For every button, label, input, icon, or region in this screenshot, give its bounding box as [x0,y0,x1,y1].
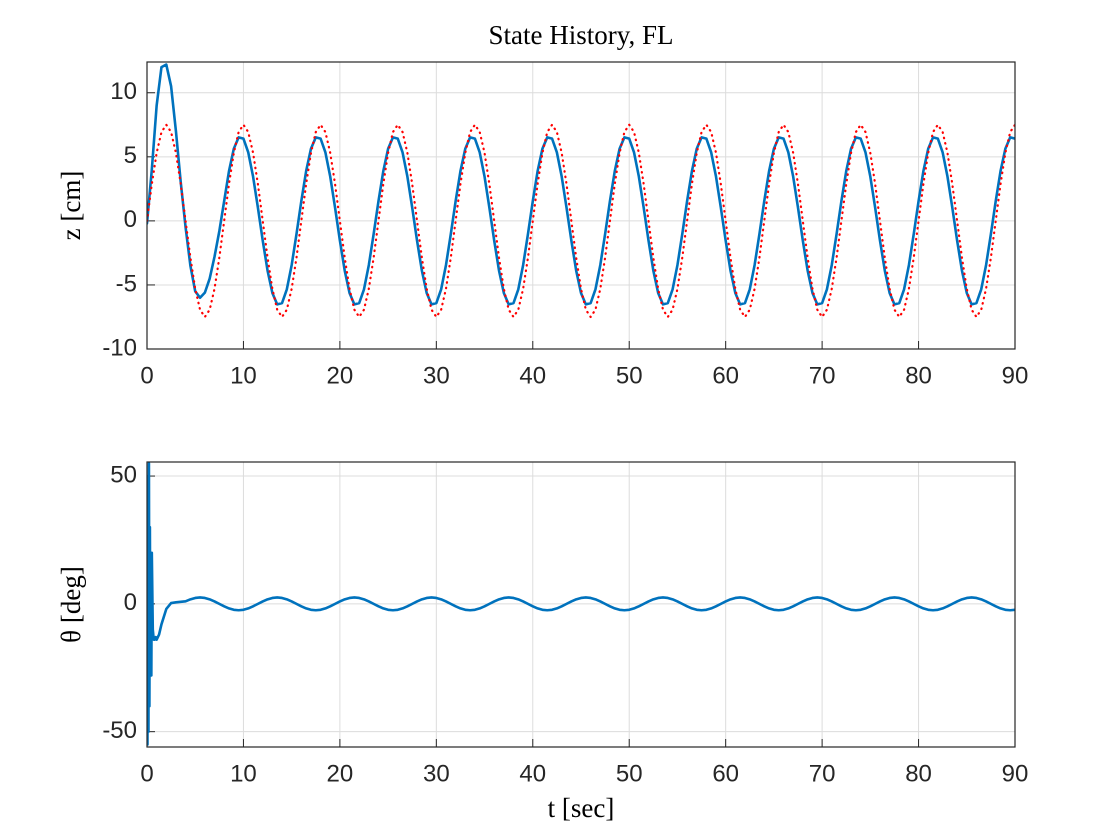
x-axis-label: t [sec] [548,793,615,823]
x-tick-label: 10 [230,362,257,389]
x-tick-label: 0 [140,362,153,389]
y-tick-label: 0 [124,206,137,233]
x-tick-label: 30 [423,362,450,389]
x-tick-label: 40 [519,362,546,389]
y-tick-label: -10 [102,334,137,361]
y-axis-label: z [cm] [56,171,86,241]
line-series [147,63,1015,306]
y-tick-label: 50 [110,461,137,488]
x-tick-label: 60 [712,760,739,787]
axes-box [146,61,1016,350]
x-tick-label: 80 [905,362,932,389]
x-tick-label: 50 [616,760,643,787]
plot-lines [147,63,1015,319]
y-tick-label: -5 [116,270,137,297]
x-tick-label: 0 [140,760,153,787]
plot-area [147,462,1015,747]
plot-area [147,62,1015,349]
line-series [147,462,1015,746]
y-tick-label: 0 [124,589,137,616]
x-tick-label: 90 [1002,760,1029,787]
line-series [147,123,1015,319]
x-tick-label: 70 [809,760,836,787]
x-tick-label: 20 [327,760,354,787]
plot-lines [147,462,1015,746]
x-tick-label: 90 [1002,362,1029,389]
x-tick-label: 40 [519,760,546,787]
x-tick-label: 10 [230,760,257,787]
x-tick-label: 50 [616,362,643,389]
y-axis-label: θ [deg] [56,566,86,643]
x-tick-label: 70 [809,362,836,389]
x-tick-label: 20 [327,362,354,389]
x-tick-label: 80 [905,760,932,787]
x-tick-label: 30 [423,760,450,787]
axes-box [146,461,1016,748]
x-tick-label: 60 [712,362,739,389]
chart-title: State History, FL [489,20,674,50]
y-tick-label: 10 [110,78,137,105]
y-tick-label: 5 [124,142,137,169]
y-tick-label: -50 [102,717,137,744]
